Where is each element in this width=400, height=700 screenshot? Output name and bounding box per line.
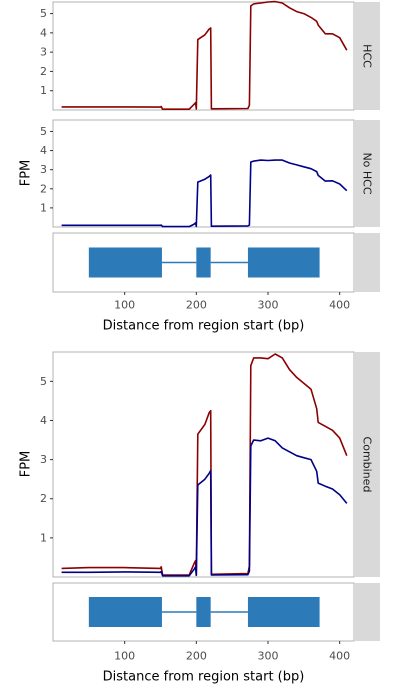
exon-3 (247, 597, 320, 627)
y-tick-label: 2 (40, 65, 47, 78)
y-tick-label: 5 (40, 7, 47, 20)
y-tick-label: 1 (40, 201, 47, 214)
x-axis-title: Distance from region start (bp) (103, 319, 305, 334)
y-axis-title: FPM (19, 160, 34, 187)
y-axis-title: FPM (19, 451, 34, 478)
x-axis-title: Distance from region start (bp) (103, 670, 305, 685)
x-tick-label: 200 (186, 650, 207, 663)
y-tick-label: 2 (40, 492, 47, 505)
coverage-line-1 (61, 159, 348, 228)
x-tick-label: 100 (114, 299, 135, 312)
coverage-line-2 (61, 437, 348, 577)
panel-frame (52, 1, 355, 111)
facet-strip (354, 2, 380, 110)
x-tick-label: 400 (329, 299, 350, 312)
panel-frame (52, 119, 355, 228)
x-tick-label: 300 (258, 299, 279, 312)
x-tick-label: 400 (329, 650, 350, 663)
x-tick-label: 300 (258, 650, 279, 663)
panel-2: No HCC 1 2 3 4 5 (40, 119, 380, 228)
gene-panel-strip (354, 583, 380, 641)
y-tick-label: 4 (40, 414, 47, 427)
exon-2 (196, 247, 211, 278)
y-tick-label: 1 (40, 84, 47, 97)
y-tick-label: 3 (40, 163, 47, 176)
y-tick-label: 1 (40, 531, 47, 544)
exon-2 (196, 597, 211, 627)
exon-1 (88, 597, 162, 627)
gene-panel-strip (354, 233, 380, 292)
facet-strip-label: No HCC (361, 152, 374, 194)
y-tick-label: 5 (40, 125, 47, 138)
panel-1: HCC 1 2 3 4 5 (40, 0, 380, 111)
panel-frame (52, 351, 355, 578)
y-tick-label: 3 (40, 453, 47, 466)
y-tick-label: 4 (40, 144, 47, 157)
chart-1: HCC 1 2 3 4 5 No HCC 1 2 3 4 5 100 200 300 400 Distance … (19, 0, 380, 334)
y-tick-label: 5 (40, 375, 47, 388)
gene-model-panel (52, 232, 380, 293)
facet-strip (354, 352, 380, 577)
gene-model-panel (52, 582, 380, 642)
coverage-line-1 (61, 0, 348, 110)
chart-2: Combined 1 2 3 4 5 100 200 300 400 Distance from r… (19, 351, 380, 685)
y-tick-label: 3 (40, 46, 47, 59)
exon-3 (247, 247, 320, 278)
facet-strip-label: Combined (361, 437, 374, 493)
x-tick-label: 100 (114, 650, 135, 663)
exon-1 (88, 247, 162, 278)
panel-1: Combined 1 2 3 4 5 (40, 351, 380, 578)
y-tick-label: 4 (40, 26, 47, 39)
x-tick-label: 200 (186, 299, 207, 312)
facet-strip (354, 120, 380, 227)
y-tick-label: 2 (40, 182, 47, 195)
facet-strip-label: HCC (361, 44, 374, 68)
